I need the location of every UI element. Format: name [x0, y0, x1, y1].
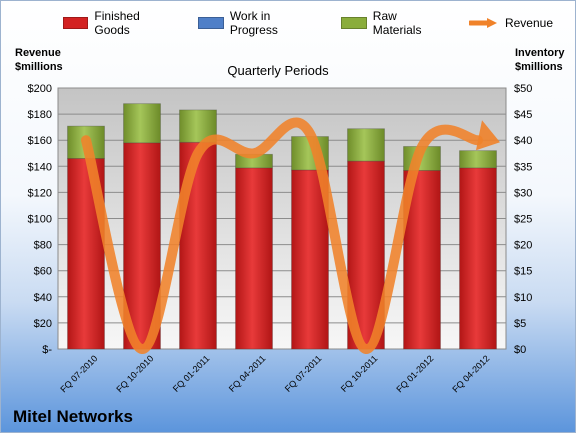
bar-finished-goods: [459, 167, 497, 350]
category-label: FQ 10-2011: [339, 353, 380, 394]
legend-label-work-in-progress: Work in Progress: [229, 9, 278, 37]
category-label: FQ 07-2010: [58, 353, 99, 394]
legend-label-raw-materials: Raw Materials: [372, 9, 422, 37]
right-tick-label: $5: [514, 318, 526, 330]
legend-item-revenue: Revenue: [468, 16, 553, 30]
right-tick-label: $25: [514, 214, 532, 226]
legend-item-finished-goods: Finished Goods: [63, 9, 176, 37]
right-tick-label: $35: [514, 161, 532, 173]
right-tick-label: $40: [514, 135, 532, 147]
right-tick-label: $0: [514, 344, 526, 356]
category-label: FQ 10-2010: [114, 353, 155, 394]
legend-item-work-in-progress: Work in Progress: [198, 9, 319, 37]
chart-title: Quarterly Periods: [227, 63, 329, 78]
legend-swatch-raw-materials: [341, 17, 367, 29]
revenue-line: [81, 117, 483, 354]
right-axis-title: Inventory $millions: [515, 47, 565, 73]
bar-raw-materials: [459, 150, 497, 169]
left-tick-label: $160: [28, 135, 52, 147]
right-tick-label: $10: [514, 292, 532, 304]
company-name: Mitel Networks: [13, 407, 133, 426]
right-tick-label: $20: [514, 240, 532, 252]
left-tick-label: $140: [28, 161, 52, 173]
left-tick-label: $180: [28, 109, 52, 121]
right-tick-label: $45: [514, 109, 532, 121]
legend: Finished Goods Work in Progress Raw Mate…: [63, 9, 575, 37]
left-tick-label: $200: [28, 83, 52, 95]
right-tick-label: $50: [514, 83, 532, 95]
left-tick-label: $40: [34, 292, 52, 304]
legend-swatch-finished-goods: [63, 17, 89, 29]
bar-finished-goods: [235, 167, 273, 350]
right-tick-label: $30: [514, 187, 532, 199]
category-label: FQ 01-2012: [394, 353, 435, 394]
legend-item-raw-materials: Raw Materials: [341, 9, 447, 37]
legend-label-revenue: Revenue: [504, 16, 553, 30]
category-label: FQ 01-2011: [171, 353, 212, 394]
category-label: FQ 04-2012: [450, 353, 491, 394]
legend-swatch-work-in-progress: [198, 17, 224, 29]
left-tick-label: $60: [34, 266, 52, 278]
legend-label-finished-goods: Finished Goods: [94, 9, 140, 37]
left-tick-label: $-: [42, 344, 52, 356]
left-tick-label: $120: [28, 187, 52, 199]
revenue-arrowhead: [476, 120, 500, 151]
bar-raw-materials: [347, 128, 385, 162]
category-label: FQ 04-2011: [227, 353, 268, 394]
category-label: FQ 07-2011: [283, 353, 324, 394]
left-tick-label: $20: [34, 318, 52, 330]
legend-arrow-icon: [468, 18, 497, 28]
left-axis-title: Revenue $millions: [15, 47, 63, 73]
left-tick-label: $100: [28, 214, 52, 226]
bar-finished-goods: [291, 169, 329, 350]
bar-finished-goods: [179, 141, 217, 350]
bar-raw-materials: [123, 103, 161, 144]
left-tick-label: $80: [34, 240, 52, 252]
right-tick-label: $15: [514, 266, 532, 278]
